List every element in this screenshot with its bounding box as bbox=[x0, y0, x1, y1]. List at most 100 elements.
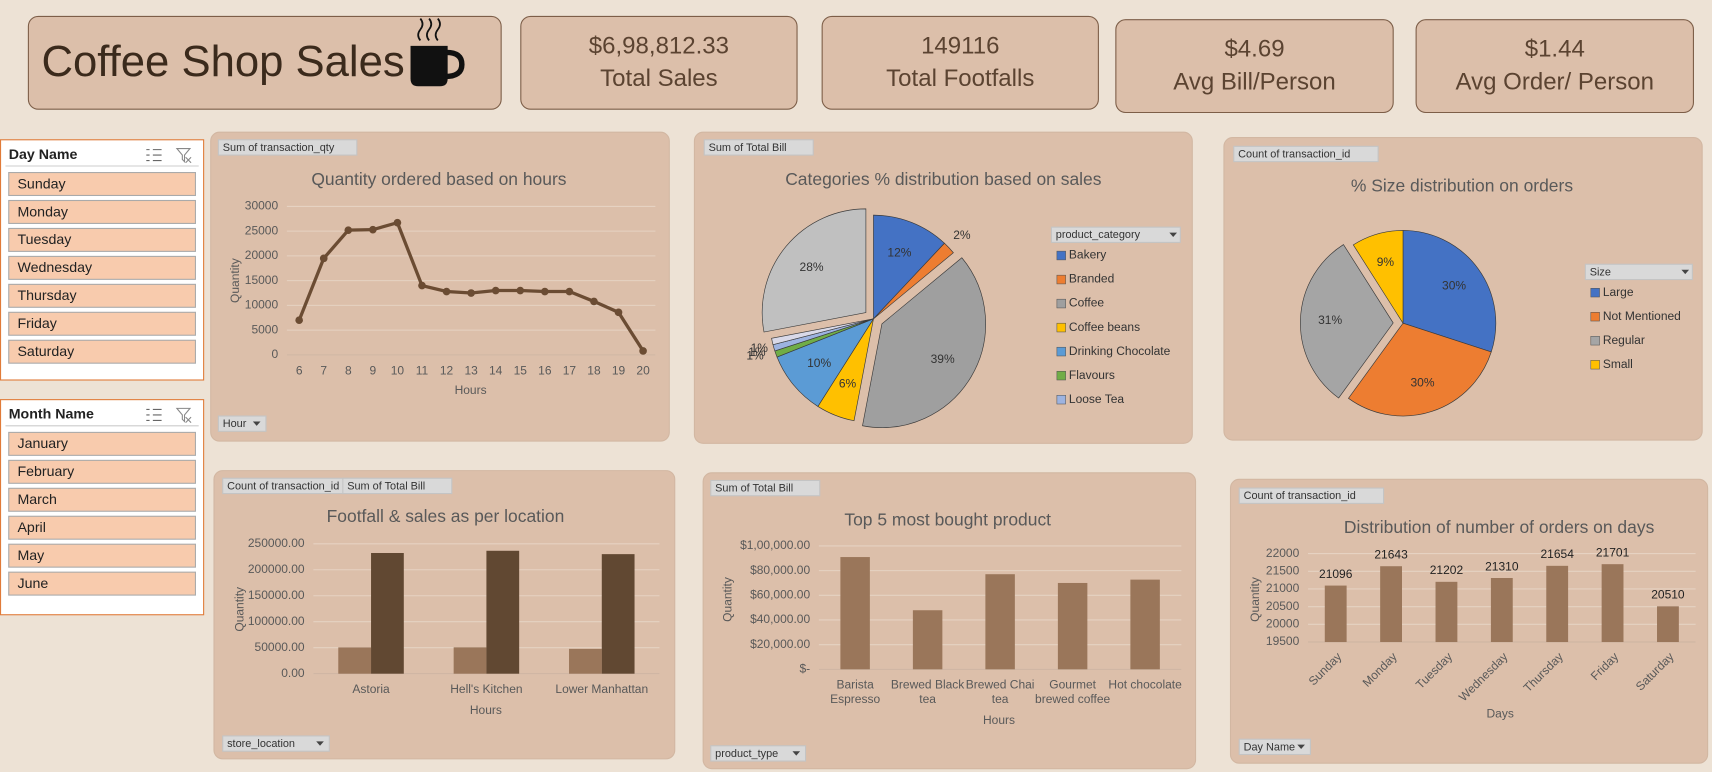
legend-label: Coffee bbox=[1069, 296, 1104, 310]
pie-label: 1% bbox=[746, 348, 764, 362]
slicer-item-label: February bbox=[17, 464, 75, 480]
y-tick-label: 20000 bbox=[245, 248, 279, 262]
y-tick-label: 20500 bbox=[1266, 599, 1300, 613]
bar bbox=[1657, 606, 1679, 643]
filter-button[interactable] bbox=[710, 745, 807, 762]
x-tick-label: Lower Manhattan bbox=[555, 682, 648, 696]
chart-panel bbox=[210, 131, 670, 442]
slicer-item-label: Wednesday bbox=[17, 260, 93, 276]
slicer-item[interactable] bbox=[8, 571, 196, 596]
filter-button[interactable] bbox=[222, 735, 330, 752]
y-tick-label: 20000 bbox=[1266, 617, 1300, 631]
slicer-item[interactable] bbox=[8, 487, 196, 512]
x-tick-label: 6 bbox=[296, 363, 303, 377]
x-tick-line: Espresso bbox=[830, 692, 880, 706]
pie-label: 9% bbox=[1377, 255, 1395, 269]
bar bbox=[985, 574, 1015, 670]
bar bbox=[453, 647, 487, 674]
slicer-item[interactable] bbox=[8, 339, 196, 364]
slicer-item[interactable] bbox=[8, 311, 196, 336]
clear-filter-icon bbox=[175, 407, 192, 423]
field-button bbox=[342, 477, 453, 495]
y-axis-title: Quantity bbox=[228, 258, 242, 303]
field-button-label: Sum of transaction_qty bbox=[223, 142, 335, 154]
legend-label: Loose Tea bbox=[1069, 392, 1124, 406]
pie-slice bbox=[1300, 244, 1394, 399]
x-tick-label: 16 bbox=[538, 363, 552, 377]
field-button-label: Sum of Total Bill bbox=[715, 483, 793, 495]
legend-swatch bbox=[1590, 336, 1600, 346]
filter-button[interactable] bbox=[217, 415, 267, 432]
slicer-item-label: June bbox=[17, 576, 48, 592]
pie-label: 31% bbox=[1318, 313, 1342, 327]
pie-slice bbox=[873, 214, 945, 320]
multi-select-icon bbox=[146, 408, 162, 421]
bar bbox=[1324, 585, 1347, 643]
field-button bbox=[710, 479, 821, 497]
dropdown-arrow bbox=[316, 741, 324, 746]
dropdown-arrow bbox=[252, 421, 261, 426]
point bbox=[442, 287, 451, 296]
slicer-item[interactable] bbox=[8, 283, 196, 308]
bar bbox=[1130, 579, 1160, 670]
x-tick-line: brewed coffee bbox=[1035, 692, 1110, 706]
y-tick-label: 250000.00 bbox=[248, 536, 305, 550]
kpi-label: Total Sales bbox=[600, 65, 717, 92]
slicer-item-label: January bbox=[17, 436, 68, 452]
chart-title: Distribution of number of orders on days bbox=[1344, 517, 1655, 537]
point bbox=[418, 281, 426, 290]
y-tick-label: $- bbox=[799, 662, 810, 676]
chart-title: Top 5 most bought product bbox=[844, 509, 1051, 529]
data-label: 21310 bbox=[1485, 559, 1519, 573]
slicer-item[interactable] bbox=[8, 199, 196, 224]
data-label: 21654 bbox=[1541, 547, 1575, 561]
bar bbox=[1435, 581, 1458, 643]
legend-dropdown[interactable] bbox=[1050, 226, 1181, 243]
filter-button[interactable] bbox=[1238, 738, 1311, 756]
point bbox=[565, 287, 574, 296]
point bbox=[369, 225, 377, 234]
y-tick-label: $40,000.00 bbox=[750, 612, 810, 626]
x-tick-line: Brewed Black bbox=[891, 678, 965, 692]
data-label: 21096 bbox=[1319, 567, 1353, 581]
x-tick-line: Brewed Chai bbox=[966, 678, 1035, 692]
legend-swatch bbox=[1056, 346, 1066, 357]
slicer-item[interactable] bbox=[8, 227, 196, 252]
y-tick-label: 22000 bbox=[1266, 546, 1300, 560]
x-tick-label: 17 bbox=[563, 363, 577, 377]
legend-swatch bbox=[1590, 360, 1600, 370]
slicer-item[interactable] bbox=[8, 543, 196, 568]
data-label: 21643 bbox=[1374, 547, 1408, 561]
legend-dropdown[interactable] bbox=[1584, 263, 1693, 281]
slicer-item[interactable] bbox=[8, 459, 196, 484]
bar bbox=[1546, 565, 1569, 643]
point bbox=[614, 308, 623, 317]
chart-title: Footfall & sales as per location bbox=[327, 506, 565, 526]
y-tick-label: 25000 bbox=[245, 223, 279, 237]
slicer-item[interactable] bbox=[8, 255, 196, 280]
y-tick-label: $1,00,000.00 bbox=[740, 538, 810, 552]
data-label: 20510 bbox=[1651, 588, 1685, 602]
filter-button-label: store_location bbox=[227, 738, 295, 750]
slicer-item[interactable] bbox=[8, 171, 196, 197]
point bbox=[467, 289, 475, 297]
pie-label: 1% bbox=[748, 345, 766, 359]
field-button bbox=[1238, 487, 1385, 504]
bar bbox=[371, 552, 404, 674]
field-button-label: Count of transaction_id bbox=[1238, 148, 1350, 160]
slicer-title: Day Name bbox=[9, 147, 78, 163]
y-tick-label: 10000 bbox=[245, 298, 279, 312]
x-tick-label: 8 bbox=[345, 363, 352, 377]
y-tick-label: 15000 bbox=[245, 273, 279, 287]
chart-panel bbox=[213, 470, 676, 760]
x-axis-title: Hours bbox=[983, 713, 1015, 727]
slicer-item[interactable] bbox=[8, 515, 196, 540]
slicer-item[interactable] bbox=[8, 431, 196, 456]
x-tick-label: 12 bbox=[440, 363, 454, 377]
y-tick-label: 0 bbox=[271, 347, 278, 361]
y-tick-label: $80,000.00 bbox=[750, 563, 810, 577]
y-tick-label: 150000.00 bbox=[248, 588, 305, 602]
bar bbox=[1057, 582, 1088, 670]
